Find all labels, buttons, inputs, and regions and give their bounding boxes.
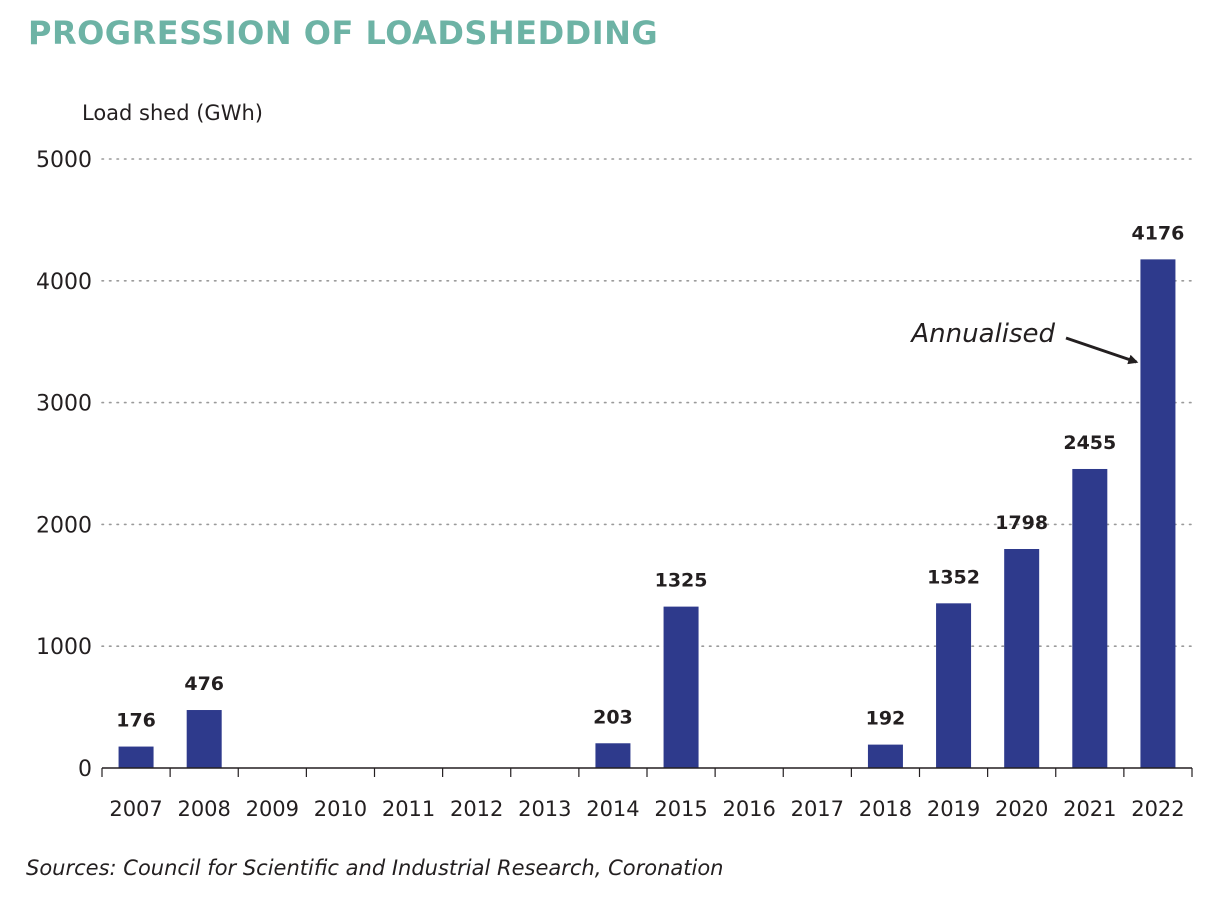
x-tick-label: 2012: [450, 797, 503, 821]
y-tick-label: 1000: [36, 635, 92, 660]
data-label-2018: 192: [866, 708, 906, 730]
y-tick-label: 4000: [36, 270, 92, 295]
x-tick-label: 2016: [722, 797, 775, 821]
annotation-arrow: [1065, 336, 1139, 365]
bar-2020: [1004, 549, 1040, 768]
data-label-2015: 1325: [655, 570, 708, 592]
data-label-2014: 203: [593, 706, 633, 728]
bar-2019: [936, 603, 972, 768]
x-tick-label: 2011: [382, 797, 435, 821]
annotation-text: Annualised: [909, 319, 1055, 349]
bar-2007: [118, 746, 154, 768]
x-tick-label: 2007: [109, 797, 162, 821]
x-tick-label: 2008: [177, 797, 230, 821]
x-tick-label: 2021: [1063, 797, 1116, 821]
bar-2022: [1140, 259, 1176, 768]
bar-2015: [663, 606, 699, 768]
data-label-2008: 476: [184, 673, 224, 695]
y-tick-labels: 0 1000 2000 3000 4000 5000: [36, 148, 92, 782]
data-label-2021: 2455: [1063, 432, 1116, 454]
x-tick-label: 2022: [1131, 797, 1184, 821]
x-tick-label: 2014: [586, 797, 639, 821]
x-tick-label: 2018: [859, 797, 912, 821]
bar-2021: [1072, 468, 1108, 768]
x-tick-label: 2015: [654, 797, 707, 821]
bars: [118, 259, 1176, 768]
y-tick-label: 3000: [36, 392, 92, 417]
x-tick-label: 2019: [927, 797, 980, 821]
bar-chart: Load shed (GWh) 0 1000 2000 3000 4000 5000 17…: [36, 101, 1193, 821]
x-tick-label: 2010: [314, 797, 367, 821]
x-tick-label: 2017: [791, 797, 844, 821]
y-axis-label: Load shed (GWh): [82, 101, 263, 125]
data-label-2007: 176: [116, 710, 156, 732]
y-tick-label: 5000: [36, 148, 92, 173]
bar-2014: [595, 743, 631, 768]
data-label-2019: 1352: [927, 566, 980, 588]
x-tick-label: 2020: [995, 797, 1048, 821]
y-tick-label: 0: [78, 757, 92, 782]
bar-2008: [186, 710, 222, 768]
data-label-2020: 1798: [995, 512, 1048, 534]
bar-2018: [867, 744, 903, 768]
data-labels: 176 476 203 1325 192 1352 1798 2455 4176: [116, 222, 1184, 731]
x-tick-label: 2009: [246, 797, 299, 821]
chart-title: PROGRESSION OF LOADSHEDDING: [28, 14, 659, 52]
annotation: Annualised: [909, 319, 1139, 365]
data-label-2022: 4176: [1131, 222, 1184, 244]
source-note: Sources: Council for Scientific and Indu…: [26, 856, 724, 880]
x-axis: 2007 2008 2009 2010 2011 2012 2013 2014 2015 2016…: [101, 767, 1193, 821]
x-tick-label: 2013: [518, 797, 571, 821]
y-tick-label: 2000: [36, 513, 92, 538]
